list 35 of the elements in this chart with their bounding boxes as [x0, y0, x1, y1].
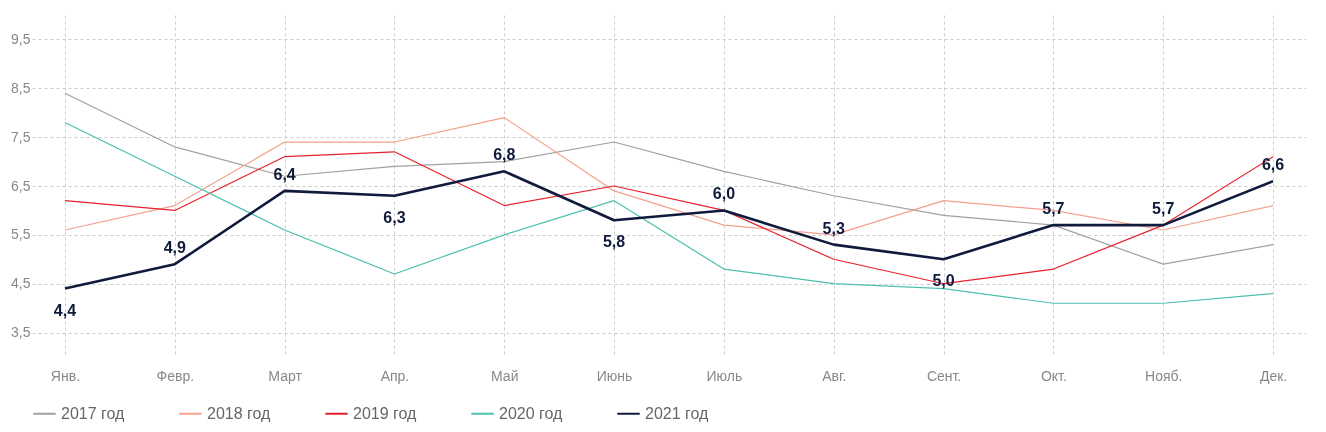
y-tick-label: 3,5	[11, 324, 31, 341]
x-tick-label: Март	[268, 367, 303, 384]
x-tick-label: Окт.	[1040, 367, 1067, 384]
legend-label: 2017 год	[61, 404, 126, 422]
data-label: 6,4	[273, 165, 296, 183]
data-label: 5,3	[822, 219, 845, 237]
data-label: 5,8	[602, 233, 626, 251]
y-tick-label: 5,5	[11, 226, 31, 243]
y-tick-label: 4,5	[11, 275, 31, 292]
data-label: 4,4	[53, 301, 77, 319]
x-tick-label: Дек.	[1259, 367, 1288, 384]
data-label: 6,6	[1261, 156, 1285, 174]
legend-label: 2020 год	[499, 404, 564, 422]
data-label: 6,8	[493, 146, 516, 164]
data-label: 6,0	[712, 185, 736, 203]
y-tick-label: 8,5	[11, 79, 31, 96]
x-tick-label: Июль	[706, 367, 743, 384]
data-label: 5,7	[1042, 200, 1065, 218]
y-tick-label: 9,5	[11, 30, 31, 47]
legend-label: 2021 год	[645, 404, 710, 422]
x-tick-label: Май	[491, 367, 519, 384]
legend-label: 2018 год	[207, 404, 272, 422]
y-tick-label: 7,5	[11, 128, 31, 145]
y-tick-label: 6,5	[11, 177, 31, 194]
legend-label: 2019 год	[353, 404, 418, 422]
data-label: 6,3	[383, 208, 406, 226]
x-tick-label: Нояб.	[1145, 367, 1183, 384]
x-tick-label: Янв.	[50, 367, 81, 384]
data-label: 5,7	[1152, 200, 1175, 218]
data-label: 4,9	[163, 239, 186, 257]
x-tick-label: Февр.	[156, 367, 195, 384]
x-tick-label: Сент.	[926, 367, 962, 384]
x-tick-label: Авг.	[822, 367, 847, 384]
x-tick-label: Апр.	[380, 367, 410, 384]
x-tick-label: Июнь	[596, 367, 633, 384]
